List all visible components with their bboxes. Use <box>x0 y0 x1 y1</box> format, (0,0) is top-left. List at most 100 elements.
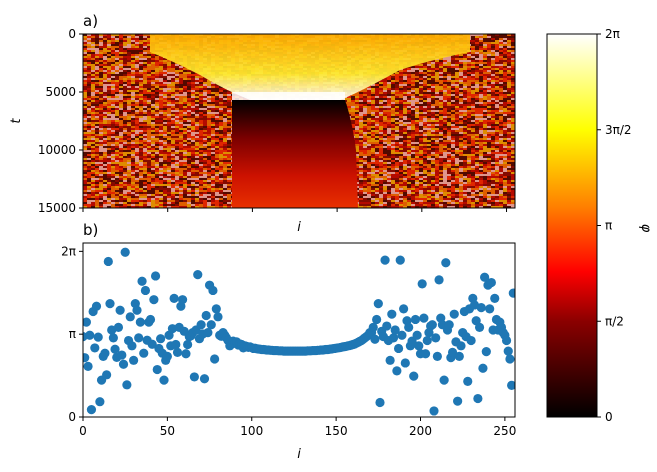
scatter-point <box>147 339 157 349</box>
scatter-x-tick-label: 0 <box>79 424 87 438</box>
scatter-point <box>473 393 483 404</box>
heatmap-y-tick-label: 10000 <box>38 143 76 157</box>
scatter-point <box>149 295 159 305</box>
scatter-point <box>429 406 439 416</box>
scatter-point <box>189 372 199 382</box>
scatter-point <box>454 351 464 361</box>
scatter-point <box>390 325 400 335</box>
scatter-point <box>156 334 166 344</box>
colorbar-ticks: 0 π/2 π 3π/2 2π <box>597 27 632 424</box>
heatmap-core-yellow <box>150 34 470 100</box>
heatmap-y-tick-label: 5000 <box>45 85 76 99</box>
scatter-point <box>105 299 115 309</box>
scatter-y-tick-label: π <box>69 327 76 341</box>
scatter-point <box>213 312 223 322</box>
scatter-point <box>441 258 451 268</box>
scatter-point <box>449 309 459 319</box>
scatter-point <box>388 333 399 343</box>
heatmap-core-red <box>232 100 358 208</box>
heatmap-panel: 0 5000 10000 15000 a) t i <box>9 12 516 235</box>
scatter-point <box>490 293 500 303</box>
scatter-point <box>181 349 191 359</box>
scatter-point <box>159 375 169 385</box>
scatter-point <box>132 305 142 315</box>
colorbar-tick-label: π/2 <box>605 314 624 328</box>
scatter-point <box>201 310 211 321</box>
scatter-point <box>93 332 103 342</box>
scatter-point <box>129 355 139 365</box>
scatter-point <box>412 330 422 340</box>
scatter-point <box>122 380 132 390</box>
scatter-point <box>177 295 188 305</box>
scatter-point <box>481 347 491 357</box>
scatter-point <box>85 330 95 340</box>
heatmap-y-axis: 0 5000 10000 15000 <box>38 27 83 215</box>
scatter-panel: 0 50 100 150 200 250 0 π 2π b) i <box>61 221 516 462</box>
scatter-y-tick-label: 0 <box>68 410 76 424</box>
scatter-point <box>120 247 130 257</box>
scatter-point <box>385 355 395 365</box>
scatter-x-tick-label: 150 <box>325 424 348 438</box>
scatter-point <box>420 349 431 359</box>
scatter-point <box>368 322 378 332</box>
scatter-points <box>83 247 515 416</box>
scatter-point <box>171 339 181 350</box>
scatter-point <box>102 370 112 380</box>
heatmap-x-label: i <box>297 220 301 235</box>
colorbar-tick-label: 0 <box>605 410 613 424</box>
scatter-point <box>139 348 149 358</box>
scatter-point <box>83 361 93 371</box>
scatter-point <box>505 354 515 364</box>
scatter-point <box>439 375 449 385</box>
colorbar-gradient <box>546 33 598 418</box>
scatter-point <box>108 333 118 343</box>
scatter-point <box>199 374 210 384</box>
scatter-point <box>375 397 385 408</box>
scatter-point <box>140 285 151 296</box>
scatter-point <box>478 363 488 373</box>
colorbar: 0 π/2 π 3π/2 2π φ <box>546 27 653 424</box>
scatter-point <box>125 312 135 322</box>
scatter-y-axis: 0 π 2π <box>61 244 83 424</box>
heatmap-y-tick-label: 0 <box>68 27 76 41</box>
scatter-point <box>485 304 495 314</box>
scatter-point <box>90 343 100 353</box>
panel-a-label: a) <box>83 12 98 30</box>
scatter-point <box>507 380 515 390</box>
scatter-point <box>118 359 129 369</box>
scatter-y-tick-label: 2π <box>61 244 76 258</box>
scatter-point <box>427 320 437 330</box>
scatter-x-tick-label: 100 <box>240 424 263 438</box>
scatter-point <box>137 276 147 286</box>
heatmap-frame <box>82 33 516 209</box>
scatter-point <box>486 277 496 288</box>
scatter-point <box>399 304 409 314</box>
scatter-point <box>380 255 390 265</box>
scatter-point <box>410 314 421 325</box>
scatter-point <box>162 351 172 361</box>
scatter-point <box>152 364 162 375</box>
scatter-point <box>145 314 156 325</box>
heatmap-y-label: t <box>9 118 24 124</box>
scatter-point <box>372 314 382 325</box>
scatter-point <box>476 302 486 313</box>
scatter-point <box>113 322 124 332</box>
scatter-point <box>103 256 113 267</box>
scatter-frame <box>82 242 516 418</box>
scatter-point <box>387 309 397 319</box>
scatter-point <box>434 275 444 285</box>
panel-b-label: b) <box>83 221 98 239</box>
scatter-point <box>453 396 463 406</box>
scatter-point <box>210 354 220 364</box>
scatter-point <box>127 341 137 351</box>
colorbar-tick-label: 2π <box>605 27 620 41</box>
scatter-point <box>404 322 414 332</box>
scatter-point <box>422 335 432 346</box>
scatter-point <box>447 347 458 358</box>
scatter-point <box>150 271 161 281</box>
scatter-point <box>466 335 476 346</box>
scatter-point <box>86 405 97 415</box>
scatter-point <box>183 339 193 350</box>
colorbar-label: φ <box>638 224 653 233</box>
